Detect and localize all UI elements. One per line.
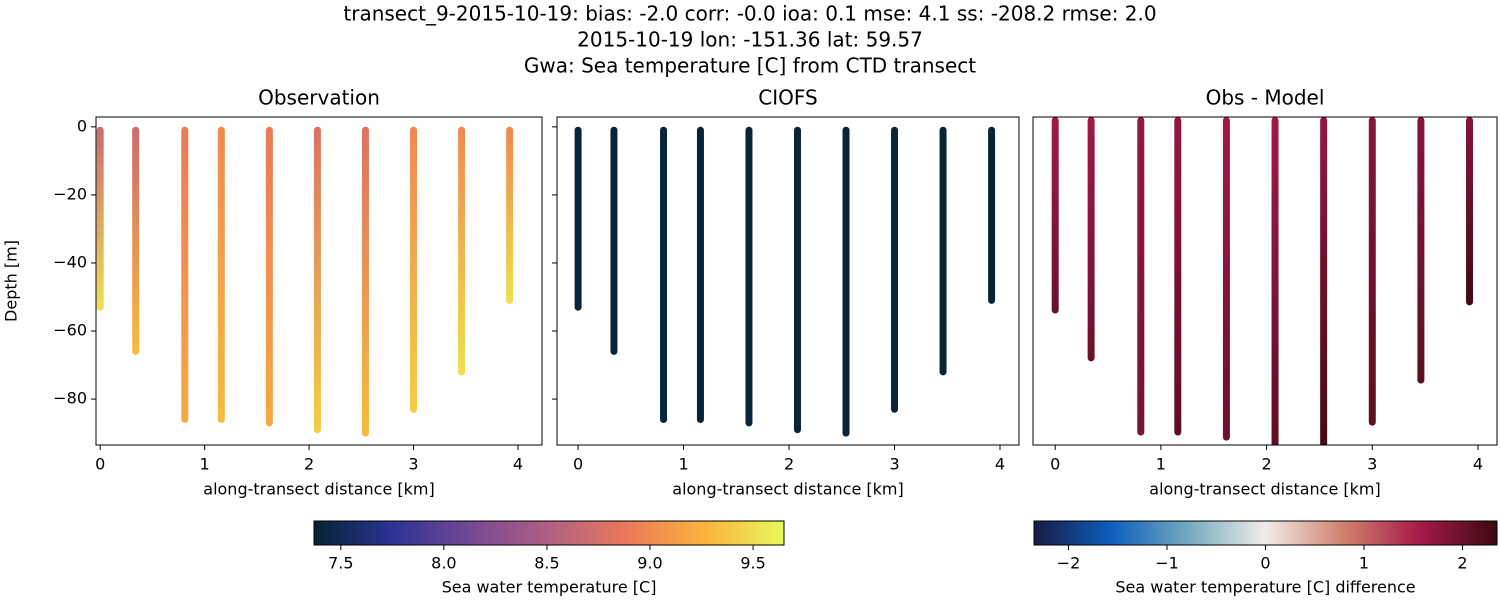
suptitle: transect_9-2015-10-19: bias: -2.0 corr: …: [343, 2, 1156, 26]
axes-frame: [556, 116, 1020, 446]
panel-title: Obs - Model: [1206, 86, 1325, 110]
x-tick-label: 4: [995, 455, 1005, 474]
x-tick-label: 2: [784, 455, 794, 474]
y-tick-label: 0: [77, 116, 87, 135]
x-axis-label: along-transect distance [km]: [203, 480, 434, 499]
x-tick-label: 1: [200, 455, 210, 474]
colorbar-label: Sea water temperature [C] difference: [1115, 578, 1415, 597]
x-tick-label: 4: [1473, 455, 1483, 474]
axes-frame: [95, 116, 543, 446]
panel-title: Observation: [258, 86, 380, 110]
colorbar-tick-label: 9.0: [637, 554, 662, 573]
casts: [1051, 117, 1474, 445]
colorbar-tick-label: −1: [1155, 554, 1179, 573]
colorbar: [1033, 520, 1498, 546]
y-tick-label: −60: [53, 321, 87, 340]
x-tick-label: 1: [678, 455, 688, 474]
x-tick-label: 2: [304, 455, 314, 474]
x-axis-label: along-transect distance [km]: [672, 480, 903, 499]
colorbar-tick-label: 0: [1260, 554, 1270, 573]
casts: [96, 126, 514, 437]
colorbar-tick-label: 9.5: [740, 554, 765, 573]
colorbar-label: Sea water temperature [C]: [442, 578, 657, 597]
y-tick-label: −80: [53, 389, 87, 408]
x-tick-label: 1: [1156, 455, 1166, 474]
x-tick-label: 0: [95, 455, 105, 474]
colorbar-tick-label: 1: [1359, 554, 1369, 573]
casts: [574, 126, 996, 437]
x-tick-label: 3: [1367, 455, 1377, 474]
suptitle: Gwa: Sea temperature [C] from CTD transe…: [524, 54, 976, 78]
x-tick-label: 2: [1261, 455, 1271, 474]
colorbar: [313, 520, 785, 546]
x-tick-label: 0: [573, 455, 583, 474]
colorbar-tick-label: 8.0: [431, 554, 456, 573]
suptitle: 2015-10-19 lon: -151.36 lat: 59.57: [577, 28, 923, 52]
panel-title: CIOFS: [758, 86, 817, 110]
colorbar-tick-label: 2: [1457, 554, 1467, 573]
y-tick-label: −40: [53, 252, 87, 271]
colorbar-tick-label: −2: [1057, 554, 1081, 573]
axes-frame: [1032, 116, 1498, 446]
x-tick-label: 0: [1050, 455, 1060, 474]
y-axis-label: Depth [m]: [2, 240, 21, 322]
x-axis-label: along-transect distance [km]: [1149, 480, 1380, 499]
x-tick-label: 3: [889, 455, 899, 474]
x-tick-label: 3: [408, 455, 418, 474]
colorbar-tick-label: 7.5: [328, 554, 353, 573]
colorbar-tick-label: 8.5: [534, 554, 559, 573]
x-tick-label: 4: [513, 455, 523, 474]
y-tick-label: −20: [53, 184, 87, 203]
